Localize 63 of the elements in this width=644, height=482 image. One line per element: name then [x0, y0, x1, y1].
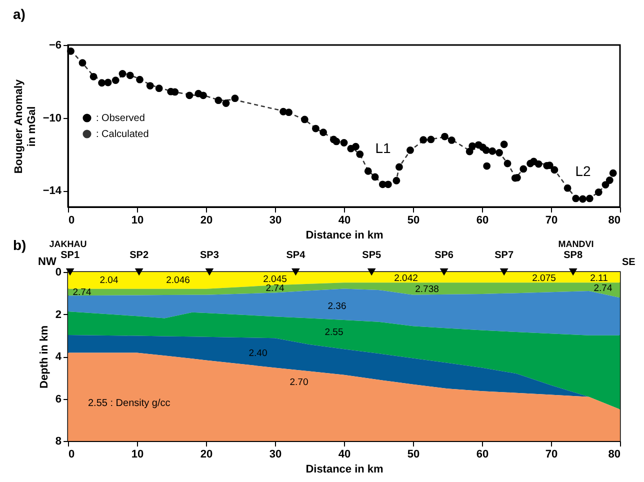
- x-tick-label: 40: [338, 448, 351, 460]
- annotation: 2.738: [415, 284, 439, 295]
- x-tick-label: 30: [269, 448, 282, 460]
- x-tick-label: 0: [68, 214, 75, 226]
- annotation: 2.046: [166, 275, 190, 286]
- data-label: SP4: [286, 250, 306, 261]
- y-tick-label: −6: [48, 40, 62, 52]
- x-tick-label: 70: [545, 448, 558, 460]
- x-tick-label: 60: [476, 214, 489, 226]
- legend-label: : Calculated: [96, 129, 149, 140]
- text: JAKHAU: [49, 239, 87, 249]
- annotation: 2.075: [532, 273, 556, 284]
- annotation: 2.042: [394, 273, 418, 284]
- x-tick-label: 10: [131, 448, 144, 460]
- y-axis-title: Bouguer Anomaly in mGal: [12, 78, 38, 174]
- annotation: 2.74: [594, 283, 612, 294]
- data-label: SP8: [564, 250, 583, 261]
- x-axis-title: Distance in km: [306, 464, 384, 476]
- y-tick-label: 4: [55, 351, 62, 363]
- annotation: 2.04: [100, 275, 118, 286]
- x-tick-label: 20: [200, 448, 213, 460]
- x-tick-label: 80: [608, 214, 620, 226]
- y-tick-label: −14: [42, 185, 62, 198]
- data-label: SP5: [362, 250, 382, 261]
- annotation: 2.11: [590, 273, 608, 284]
- y-tick-label: 0: [55, 266, 62, 278]
- legend-label: : Observed: [96, 113, 145, 124]
- x-tick-label: 60: [476, 448, 489, 460]
- x-tick-label: 10: [131, 214, 144, 226]
- data-label: SP3: [200, 250, 220, 261]
- annotation: L1: [375, 140, 391, 156]
- x-tick-label: 50: [407, 214, 420, 226]
- data-label: SP1: [60, 250, 80, 261]
- annotation: 2.55: [324, 327, 344, 338]
- text: NW: [38, 256, 57, 268]
- text: b): [13, 237, 26, 253]
- y-axis-title: Depth in km: [38, 325, 50, 388]
- x-tick-label: 30: [269, 214, 282, 226]
- x-axis-title: Distance in km: [306, 230, 384, 242]
- annotation: 2.74: [266, 283, 284, 294]
- data-label: SP6: [434, 250, 454, 261]
- text: a): [13, 6, 26, 22]
- y-tick-label: 2: [55, 308, 62, 321]
- y-tick-label: 8: [55, 436, 62, 448]
- data-label: SP2: [130, 250, 149, 261]
- annotation: 2.36: [328, 301, 346, 312]
- annotation: 2.045: [263, 274, 287, 285]
- y-tick-label: −10: [42, 112, 62, 124]
- annotation: 2.55 : Density g/cc: [88, 398, 170, 409]
- text: MANDVI: [558, 239, 594, 249]
- annotation: 2.40: [248, 348, 268, 359]
- x-tick-label: 0: [68, 448, 75, 460]
- y-tick-label: 6: [55, 393, 62, 406]
- annotation: 2.70: [290, 377, 308, 388]
- x-tick-label: 70: [545, 214, 558, 226]
- x-tick-label: 20: [200, 214, 213, 226]
- annotation: 2.74: [72, 287, 92, 298]
- x-tick-label: 50: [407, 448, 420, 460]
- x-tick-label: 80: [608, 448, 620, 460]
- data-label: SP7: [494, 250, 514, 261]
- annotation: L2: [575, 163, 591, 179]
- x-tick-label: 40: [338, 214, 351, 226]
- text: SE: [622, 257, 636, 268]
